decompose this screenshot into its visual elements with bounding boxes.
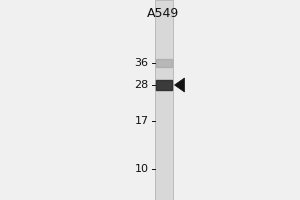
Text: 10: 10 [134,164,148,174]
Text: 17: 17 [134,116,148,126]
Polygon shape [175,78,184,92]
Bar [154,0,172,200]
Text: A549: A549 [147,7,180,20]
Text: 28: 28 [134,80,148,90]
Text: 36: 36 [134,58,148,68]
